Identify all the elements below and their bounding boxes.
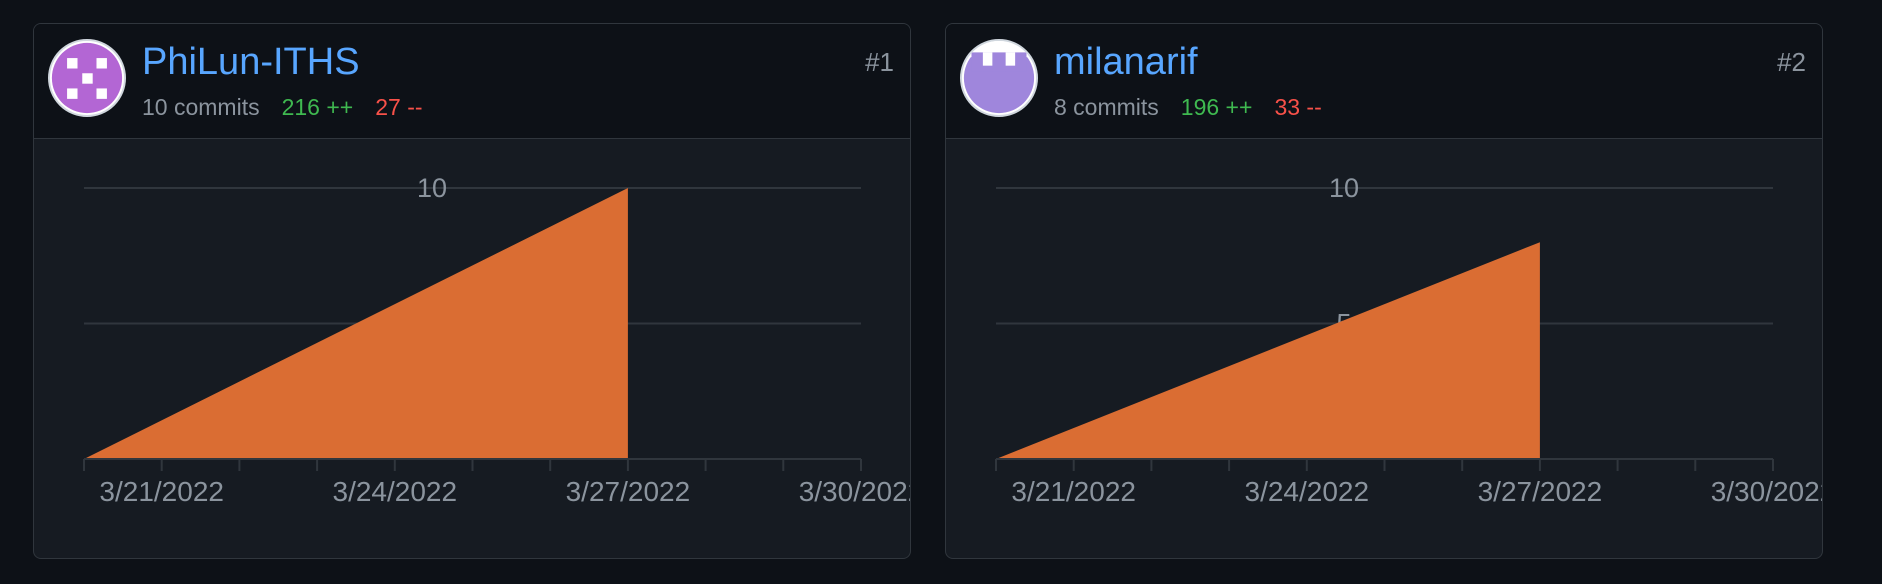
x-tick-label: 3/21/2022 — [1011, 476, 1136, 507]
additions-count: 196 ++ — [1180, 94, 1253, 120]
additions-count: 216 ++ — [281, 94, 354, 120]
contributor-card-header: milanarif 8 commits 196 ++ 33 -- #2 — [946, 24, 1822, 139]
x-tick-label: 3/30/2022 — [799, 476, 911, 507]
contributor-rank: #2 — [1777, 47, 1806, 77]
deletions-count: 27 -- — [375, 94, 423, 120]
y-tick-label: 10 — [1329, 173, 1359, 203]
contributor-name-link[interactable]: PhiLun-ITHS — [142, 41, 360, 83]
deletions-count: 33 -- — [1274, 94, 1322, 120]
identicon-avatar-icon — [51, 42, 123, 114]
contributor-stats: 10 commits 216 ++ 27 -- — [142, 96, 423, 119]
avatar[interactable] — [960, 39, 1038, 117]
commits-count[interactable]: 10 commits — [142, 94, 260, 120]
contributor-name-link[interactable]: milanarif — [1054, 41, 1198, 83]
commits-count[interactable]: 8 commits — [1054, 94, 1159, 120]
x-tick-label: 3/21/2022 — [99, 476, 224, 507]
identicon-avatar-icon — [962, 41, 1036, 114]
x-tick-label: 3/24/2022 — [1245, 476, 1370, 507]
contributor-rank: #1 — [865, 47, 894, 77]
contributor-stats: 8 commits 196 ++ 33 -- — [1054, 96, 1322, 119]
x-tick-label: 3/27/2022 — [566, 476, 691, 507]
x-tick-label: 3/27/2022 — [1478, 476, 1603, 507]
contributor-card-header: PhiLun-ITHS 10 commits 216 ++ 27 -- #1 — [34, 24, 910, 139]
avatar[interactable] — [48, 39, 126, 117]
x-tick-label: 3/30/2022 — [1711, 476, 1823, 507]
area-series — [996, 242, 1540, 459]
y-tick-label: 10 — [417, 173, 447, 203]
area-series — [84, 188, 628, 459]
x-tick-label: 3/24/2022 — [333, 476, 458, 507]
